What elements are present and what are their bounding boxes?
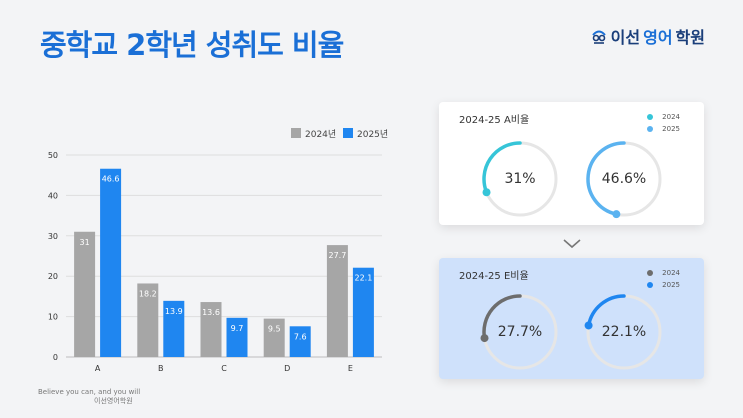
brand-name-2: 영어 (643, 28, 673, 47)
donut-2024: 31% (479, 138, 561, 220)
donut-value: 46.6% (601, 171, 647, 187)
y-tick-label: 40 (48, 191, 58, 200)
donut-2025: 22.1% (583, 291, 665, 373)
footer: Believe you can, and you will 이선영어학원 (38, 388, 140, 406)
bar-B-2025년 (163, 300, 185, 357)
data-label: 7.6 (294, 332, 307, 341)
brand-name-3: 학원 (675, 28, 705, 47)
legend-swatch (343, 128, 353, 138)
donut-marker (612, 210, 621, 219)
card-title: 2024-25 E비율 (459, 271, 529, 282)
y-tick-label: 50 (48, 151, 58, 160)
donut-ring (586, 141, 662, 219)
legend-swatch (291, 128, 301, 138)
bar-C-2024년 (200, 302, 222, 357)
donut-arc (482, 294, 522, 340)
y-tick-label: 20 (48, 272, 58, 281)
data-label: 9.5 (268, 325, 281, 334)
legend-label: 2024년 (305, 129, 336, 140)
footer-slogan: Believe you can, and you will (38, 388, 141, 396)
data-label: 22.1 (354, 274, 372, 283)
card-legend: 2024 2025 (647, 267, 680, 291)
donut-arc (586, 294, 626, 328)
legend-dot (647, 270, 654, 276)
data-label: 18.2 (139, 289, 157, 298)
bar-D-2025년 (289, 326, 311, 357)
footer-brand: 이선영어학원 (94, 397, 133, 405)
legend-item-2025: 2025 (647, 279, 680, 291)
card-title: 2024-25 A비율 (459, 115, 530, 126)
data-label: 13.6 (202, 308, 220, 317)
donut-value: 31% (504, 171, 536, 187)
donut-value: 22.1% (601, 324, 647, 340)
donut-2025: 46.6% (583, 138, 665, 220)
donut-marker (480, 334, 489, 343)
card-e-ratio: 2024-25 E비율 2024 2025 27.7% 22.1% (439, 258, 704, 379)
x-tick-label: A (95, 364, 101, 373)
bar-A-2024년 (74, 231, 96, 357)
bar-B-2024년 (137, 283, 159, 357)
brand-name-1: 이선 (610, 28, 641, 47)
legend-dot (647, 114, 654, 120)
bar-D-2024년 (263, 318, 285, 357)
x-tick-label: D (284, 364, 290, 373)
brand-logo: 이선 영어 학원 (590, 24, 705, 48)
bar-chart: 0 10 20 30 40 50 31 46.6 A 18.2 13.9 B 13.6 9.7 C 9.5 7.… (48, 128, 388, 373)
x-tick-label: E (348, 364, 353, 373)
donut-marker (482, 188, 491, 197)
data-label: 9.7 (231, 324, 244, 333)
brand-icon (591, 30, 606, 44)
legend-item-2024: 2024 (647, 267, 680, 279)
donut-2024: 27.7% (479, 291, 561, 373)
donut-marker (584, 321, 593, 330)
data-label: 31 (80, 238, 90, 247)
donut-ring (480, 294, 558, 370)
x-tick-label: B (158, 364, 164, 373)
y-tick-label: 0 (53, 353, 58, 362)
bar-C-2025년 (226, 317, 248, 357)
donut-value: 27.7% (497, 324, 543, 340)
legend-label: 2024 (662, 113, 680, 121)
bar-E-2024년 (326, 245, 348, 357)
donut-arc (586, 141, 626, 216)
data-label: 46.6 (102, 175, 120, 184)
y-tick-label: 30 (48, 232, 58, 241)
legend-dot (647, 282, 654, 288)
page-title: 중학교 2학년 성취도 비율 (40, 28, 344, 62)
chevron-down-icon (563, 239, 581, 249)
data-label: 27.7 (328, 251, 346, 260)
x-tick-label: C (221, 364, 227, 373)
bar-A-2025년 (100, 168, 122, 357)
legend-label: 2025 (662, 125, 680, 133)
card-a-ratio: 2024-25 A비율 2024 2025 31% 46.6% (439, 102, 704, 225)
donut-ring (482, 141, 558, 217)
donut-ring (584, 294, 662, 370)
donut-arc (482, 141, 522, 195)
bar-E-2025년 (352, 267, 374, 357)
legend-label: 2025년 (357, 129, 388, 140)
card-legend: 2024 2025 (647, 111, 680, 135)
legend-item-2025: 2025 (647, 123, 680, 135)
legend-item-2024: 2024 (647, 111, 680, 123)
y-tick-label: 10 (48, 313, 58, 322)
data-label: 13.9 (165, 307, 183, 316)
legend-label: 2025 (662, 281, 680, 289)
legend-dot (647, 126, 654, 132)
legend-label: 2024 (662, 269, 680, 277)
